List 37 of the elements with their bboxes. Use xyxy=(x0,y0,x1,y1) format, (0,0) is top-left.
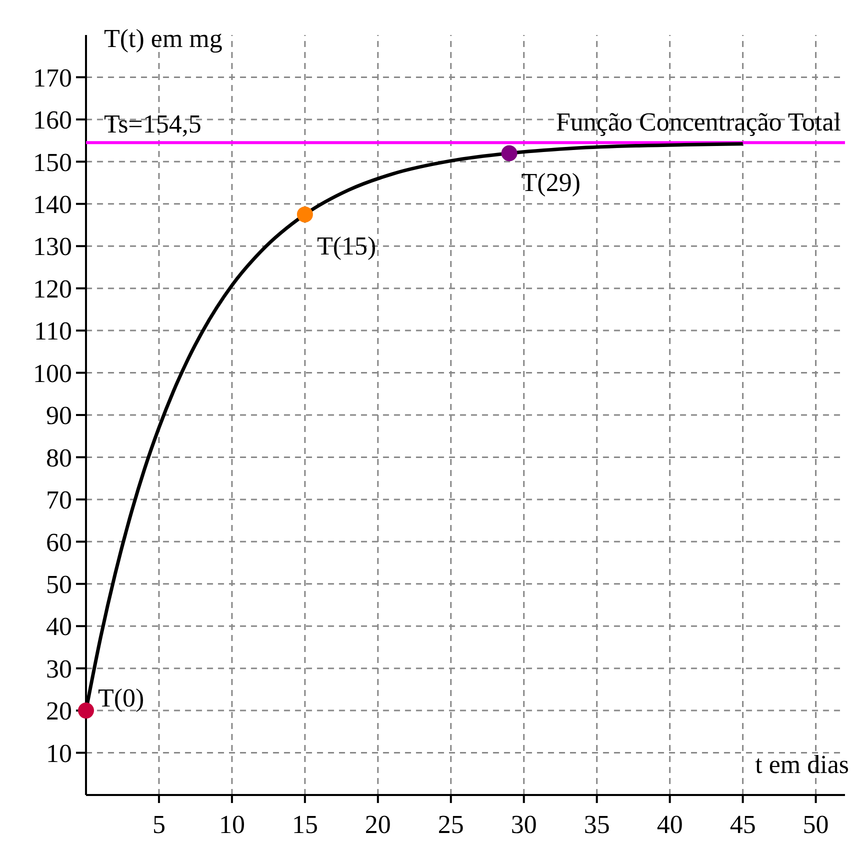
x-tick-label: 25 xyxy=(438,810,464,839)
y-tick-label: 60 xyxy=(46,528,72,557)
y-tick-label: 30 xyxy=(46,654,72,684)
annotation: Função Concentração Total xyxy=(556,108,841,137)
y-tick-label: 20 xyxy=(46,696,72,726)
y-tick-label: 70 xyxy=(46,486,72,515)
y-tick-label: 140 xyxy=(33,190,72,219)
y-tick-label: 130 xyxy=(33,232,72,262)
x-tick-label: 30 xyxy=(510,810,537,839)
point xyxy=(501,145,518,162)
annotation: T(0) xyxy=(98,684,144,713)
y-tick-label: 150 xyxy=(33,148,72,177)
y-tick-label: 90 xyxy=(46,401,72,430)
x-tick-label: 20 xyxy=(364,810,391,839)
annotation: T(15) xyxy=(316,231,376,260)
ref-line-label: Ts=154,5 xyxy=(104,110,202,139)
y-tick-label: 10 xyxy=(46,738,72,768)
x-tick-label: 40 xyxy=(656,810,683,839)
x-tick-label: 45 xyxy=(730,810,756,839)
y-tick-label: 120 xyxy=(33,274,72,304)
y-tick-label: 50 xyxy=(46,570,72,599)
x-tick-label: 50 xyxy=(802,810,829,839)
y-tick-label: 100 xyxy=(33,358,72,388)
x-tick-label: 35 xyxy=(584,810,610,839)
y-tick-label: 80 xyxy=(46,443,72,472)
annotation: T(29) xyxy=(521,168,580,198)
y-axis-title: T(t) em mg xyxy=(104,24,222,53)
point xyxy=(78,702,94,719)
x-tick-label: 10 xyxy=(218,810,245,839)
y-tick-label: 170 xyxy=(33,63,72,92)
y-tick-label: 40 xyxy=(46,612,72,642)
x-tick-label: 15 xyxy=(292,810,318,839)
point xyxy=(296,206,313,222)
y-tick-label: 160 xyxy=(33,106,72,135)
x-axis-title: t em dias xyxy=(755,750,849,779)
y-tick-label: 110 xyxy=(34,316,72,346)
x-tick-label: 5 xyxy=(152,810,166,839)
